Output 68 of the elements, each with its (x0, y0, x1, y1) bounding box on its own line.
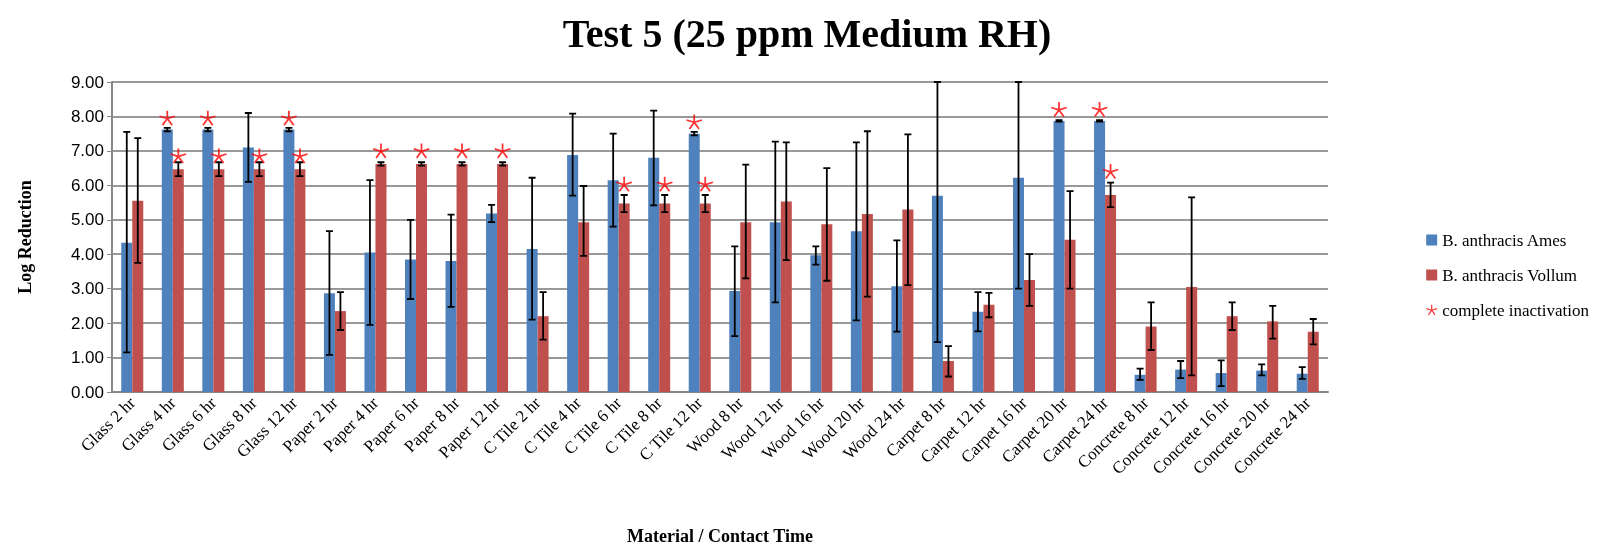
bar (213, 169, 225, 392)
y-tick-label: 9.00 (70, 72, 104, 92)
y-axis-title: Log Reduction (15, 180, 35, 294)
bar (891, 286, 903, 392)
bar (648, 157, 660, 392)
y-tick-label: 4.00 (70, 244, 104, 264)
y-tick-label: 6.00 (70, 175, 104, 195)
bar (567, 155, 579, 392)
bar (1256, 370, 1268, 392)
bar (1064, 239, 1076, 392)
bar (253, 169, 265, 392)
bar (1013, 177, 1024, 392)
bar (659, 203, 671, 392)
bar (242, 147, 254, 392)
bar (618, 203, 630, 392)
bar (334, 311, 346, 392)
bar (497, 163, 509, 392)
bar (902, 209, 914, 392)
bar (780, 201, 792, 392)
legend-label: B. anthracis Vollum (1442, 265, 1578, 285)
bar (1024, 280, 1035, 392)
bar (1053, 120, 1065, 392)
bar (375, 163, 387, 392)
legend-label: B. anthracis Ames (1442, 230, 1567, 250)
bar (942, 361, 954, 392)
bar (729, 291, 741, 392)
bar (526, 249, 538, 392)
bar (1307, 331, 1319, 392)
bar (405, 259, 416, 392)
bar (769, 222, 781, 392)
y-tick-label: 3.00 (70, 279, 104, 299)
bar (699, 203, 711, 392)
y-tick-label: 2.00 (70, 313, 104, 333)
legend-label: complete inactivation (1442, 300, 1590, 320)
bar (607, 180, 619, 392)
bar (810, 255, 822, 392)
y-tick-label: 0.00 (70, 382, 104, 402)
bar (1145, 326, 1157, 392)
bar (931, 195, 943, 392)
bar (1094, 120, 1106, 392)
bar (132, 200, 144, 392)
bar (445, 261, 457, 392)
bar (578, 222, 590, 392)
bar (821, 224, 833, 392)
bar (688, 133, 700, 392)
y-tick-label: 5.00 (70, 210, 104, 230)
bar (861, 213, 873, 392)
bar (172, 169, 184, 392)
bar (416, 163, 427, 392)
bar (740, 222, 752, 392)
bar (972, 311, 984, 392)
y-tick-label: 7.00 (70, 141, 104, 161)
bar (202, 129, 214, 392)
bar (283, 129, 295, 392)
bar (161, 129, 173, 392)
bar (486, 213, 498, 392)
bar (537, 316, 549, 392)
bar (1105, 194, 1117, 392)
bar (983, 304, 995, 392)
x-axis-title: Material / Contact Time (627, 526, 813, 546)
bar (1267, 321, 1279, 392)
bar (1226, 316, 1238, 392)
bar (294, 169, 306, 392)
y-tick-label: 1.00 (70, 348, 104, 368)
y-tick-label: 8.00 (70, 106, 104, 126)
bar (456, 163, 468, 392)
chart-title: Test 5 (25 ppm Medium RH) (562, 10, 1052, 56)
bar (323, 293, 335, 392)
